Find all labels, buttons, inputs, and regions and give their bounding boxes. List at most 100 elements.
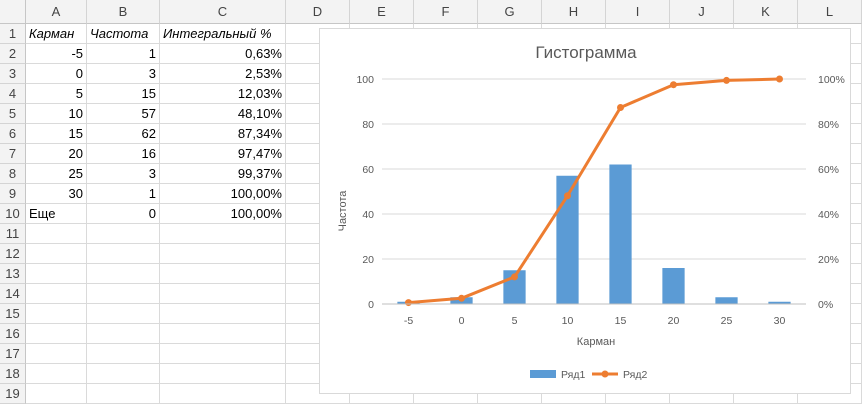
legend-swatch-bar [530, 370, 556, 378]
row-header[interactable]: 8 [0, 164, 26, 184]
cell[interactable] [26, 244, 87, 264]
cell[interactable] [26, 284, 87, 304]
cell[interactable] [160, 284, 286, 304]
chart-legend: Ряд1 Ряд2 [530, 369, 647, 381]
cell[interactable]: 2,53% [160, 64, 286, 84]
row-header[interactable]: 2 [0, 44, 26, 64]
column-header[interactable]: I [606, 0, 670, 24]
row-header[interactable]: 14 [0, 284, 26, 304]
row-header[interactable]: 9 [0, 184, 26, 204]
cell[interactable]: Частота [87, 24, 160, 44]
row-header[interactable]: 5 [0, 104, 26, 124]
cell[interactable]: 0 [87, 204, 160, 224]
cell[interactable] [26, 364, 87, 384]
cell[interactable] [87, 344, 160, 364]
row-header[interactable]: 18 [0, 364, 26, 384]
cell[interactable] [160, 324, 286, 344]
cell[interactable]: 0 [26, 64, 87, 84]
column-header[interactable]: K [734, 0, 798, 24]
cell[interactable]: -5 [26, 44, 87, 64]
cell[interactable] [160, 264, 286, 284]
cell[interactable] [160, 384, 286, 404]
cell[interactable]: 3 [87, 64, 160, 84]
cumulative-point [617, 103, 624, 111]
cell[interactable]: 15 [87, 84, 160, 104]
cell[interactable] [26, 324, 87, 344]
cell[interactable]: 12,03% [160, 84, 286, 104]
row-header[interactable]: 19 [0, 384, 26, 404]
cell[interactable]: Еще [26, 204, 87, 224]
row-header[interactable]: 13 [0, 264, 26, 284]
cumulative-line [408, 77, 780, 305]
cell[interactable] [160, 224, 286, 244]
cell[interactable]: Интегральный % [160, 24, 286, 44]
x-tick-label: 0 [459, 315, 465, 327]
cell[interactable]: Карман [26, 24, 87, 44]
row-header[interactable]: 1 [0, 24, 26, 44]
row-header[interactable]: 17 [0, 344, 26, 364]
row-header[interactable]: 4 [0, 84, 26, 104]
cell[interactable] [160, 304, 286, 324]
cell[interactable] [26, 384, 87, 404]
cell[interactable] [26, 344, 87, 364]
column-header[interactable]: D [286, 0, 350, 24]
column-header[interactable]: J [670, 0, 734, 24]
cell[interactable]: 5 [26, 84, 87, 104]
cell[interactable]: 0,63% [160, 44, 286, 64]
cell[interactable]: 62 [87, 124, 160, 144]
column-header[interactable]: A [26, 0, 87, 24]
row-header[interactable]: 10 [0, 204, 26, 224]
cell[interactable]: 100,00% [160, 184, 286, 204]
legend-label: Ряд2 [623, 369, 647, 381]
cell[interactable]: 1 [87, 184, 160, 204]
cell[interactable]: 97,47% [160, 144, 286, 164]
cumulative-point [776, 75, 783, 83]
cell[interactable] [87, 364, 160, 384]
cell[interactable]: 15 [26, 124, 87, 144]
cell[interactable]: 1 [87, 44, 160, 64]
row-header[interactable]: 16 [0, 324, 26, 344]
cell[interactable] [87, 224, 160, 244]
cell[interactable] [87, 304, 160, 324]
cell[interactable]: 57 [87, 104, 160, 124]
cell[interactable]: 99,37% [160, 164, 286, 184]
column-header[interactable]: E [350, 0, 414, 24]
cell[interactable] [26, 264, 87, 284]
cell[interactable]: 100,00% [160, 204, 286, 224]
select-all-corner[interactable] [0, 0, 26, 24]
row-header[interactable]: 15 [0, 304, 26, 324]
row-header[interactable]: 12 [0, 244, 26, 264]
cell[interactable]: 48,10% [160, 104, 286, 124]
cell[interactable] [87, 244, 160, 264]
cell[interactable] [160, 364, 286, 384]
cell[interactable] [87, 264, 160, 284]
column-header[interactable]: B [87, 0, 160, 24]
cumulative-point [564, 192, 571, 200]
histogram-chart[interactable]: 0 20 40 60 80 100 0% 20% 40% 60% 80% 100% -5 0 5 10 15 20… [319, 28, 851, 394]
cell[interactable]: 30 [26, 184, 87, 204]
cell[interactable] [26, 304, 87, 324]
histogram-bar [609, 164, 632, 304]
row-header[interactable]: 3 [0, 64, 26, 84]
histogram-bar [556, 175, 579, 304]
cell[interactable]: 10 [26, 104, 87, 124]
column-header[interactable]: H [542, 0, 606, 24]
column-header[interactable]: L [798, 0, 862, 24]
cell[interactable] [160, 344, 286, 364]
column-header[interactable]: C [160, 0, 286, 24]
cell[interactable] [87, 324, 160, 344]
column-header[interactable]: G [478, 0, 542, 24]
row-header[interactable]: 7 [0, 144, 26, 164]
cell[interactable] [160, 244, 286, 264]
column-header[interactable]: F [414, 0, 478, 24]
cell[interactable]: 3 [87, 164, 160, 184]
cell[interactable] [87, 284, 160, 304]
cell[interactable]: 20 [26, 144, 87, 164]
row-header[interactable]: 11 [0, 224, 26, 244]
cell[interactable] [26, 224, 87, 244]
row-header[interactable]: 6 [0, 124, 26, 144]
cell[interactable] [87, 384, 160, 404]
cell[interactable]: 87,34% [160, 124, 286, 144]
cell[interactable]: 25 [26, 164, 87, 184]
cell[interactable]: 16 [87, 144, 160, 164]
